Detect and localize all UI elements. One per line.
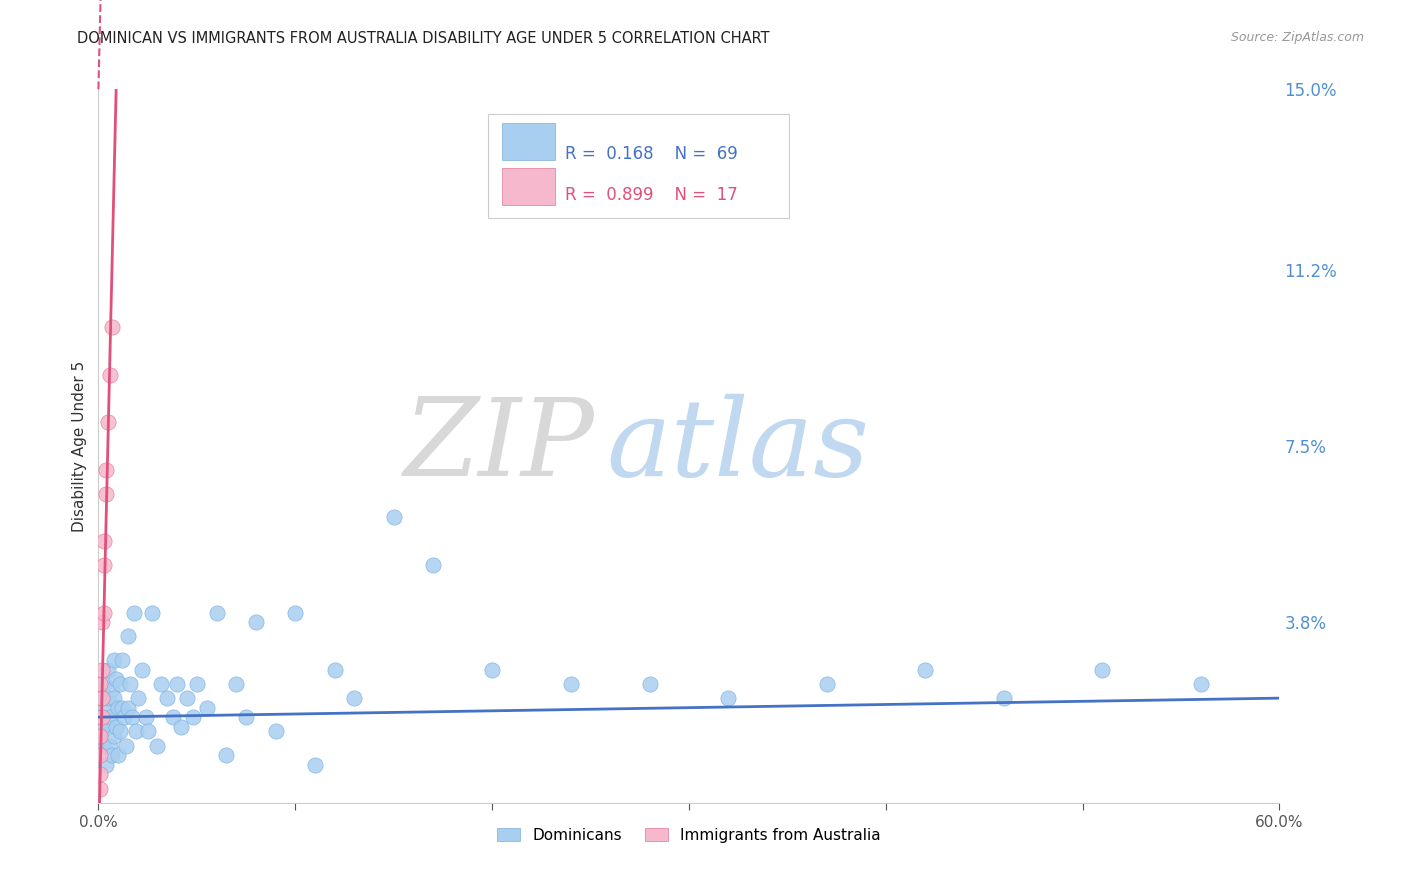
Point bbox=[166, 677, 188, 691]
Point bbox=[107, 700, 129, 714]
Point bbox=[108, 724, 131, 739]
Point bbox=[111, 700, 134, 714]
FancyBboxPatch shape bbox=[502, 123, 555, 160]
Point bbox=[111, 653, 134, 667]
Point bbox=[122, 606, 145, 620]
Point bbox=[118, 677, 141, 691]
Point bbox=[225, 677, 247, 691]
Point bbox=[98, 710, 121, 724]
Text: atlas: atlas bbox=[606, 393, 869, 499]
Point bbox=[89, 710, 111, 724]
Point bbox=[107, 748, 129, 763]
Point bbox=[121, 710, 143, 724]
Point bbox=[186, 677, 208, 691]
Point bbox=[481, 663, 503, 677]
Point bbox=[89, 767, 111, 781]
FancyBboxPatch shape bbox=[488, 114, 789, 218]
Point bbox=[195, 700, 218, 714]
Point bbox=[176, 691, 198, 706]
Point bbox=[101, 681, 124, 696]
Point bbox=[914, 663, 936, 677]
Point bbox=[1189, 677, 1212, 691]
Point bbox=[156, 691, 179, 706]
Point bbox=[96, 700, 118, 714]
Point bbox=[141, 606, 163, 620]
Point bbox=[89, 781, 111, 796]
Point bbox=[993, 691, 1015, 706]
Point bbox=[96, 757, 118, 772]
Point bbox=[96, 463, 118, 477]
Point bbox=[98, 739, 121, 753]
Point bbox=[560, 677, 582, 691]
Point bbox=[638, 677, 661, 691]
Point bbox=[91, 691, 114, 706]
Point bbox=[93, 606, 115, 620]
Point bbox=[304, 757, 326, 772]
Point bbox=[91, 663, 114, 677]
Point bbox=[815, 677, 838, 691]
Point bbox=[103, 729, 125, 743]
Point bbox=[98, 368, 121, 382]
Point bbox=[91, 691, 114, 706]
Point bbox=[323, 663, 346, 677]
Point bbox=[101, 320, 124, 334]
Legend: Dominicans, Immigrants from Australia: Dominicans, Immigrants from Australia bbox=[491, 822, 887, 848]
Point bbox=[93, 534, 115, 549]
Point bbox=[181, 710, 204, 724]
Point bbox=[422, 558, 444, 572]
Point bbox=[284, 606, 307, 620]
Point bbox=[89, 748, 111, 763]
Point bbox=[97, 720, 120, 734]
Point bbox=[97, 691, 120, 706]
Point bbox=[91, 710, 114, 724]
Text: R =  0.899    N =  17: R = 0.899 N = 17 bbox=[565, 186, 738, 203]
Point bbox=[343, 691, 366, 706]
Point bbox=[93, 677, 115, 691]
Text: R =  0.168    N =  69: R = 0.168 N = 69 bbox=[565, 145, 738, 163]
Point bbox=[264, 724, 287, 739]
Point bbox=[215, 748, 238, 763]
Point bbox=[89, 729, 111, 743]
Point bbox=[136, 724, 159, 739]
Text: Source: ZipAtlas.com: Source: ZipAtlas.com bbox=[1230, 31, 1364, 45]
Point bbox=[135, 710, 157, 724]
Point bbox=[117, 700, 139, 714]
Point bbox=[91, 615, 114, 629]
Point bbox=[1091, 663, 1114, 677]
Point bbox=[93, 739, 115, 753]
Point bbox=[108, 677, 131, 691]
Point bbox=[105, 672, 128, 686]
Point bbox=[717, 691, 740, 706]
Point bbox=[131, 663, 153, 677]
Point bbox=[112, 710, 135, 724]
Point bbox=[91, 724, 114, 739]
Point bbox=[103, 653, 125, 667]
Point bbox=[170, 720, 193, 734]
Point bbox=[245, 615, 267, 629]
Point bbox=[382, 510, 405, 524]
Point bbox=[96, 486, 118, 500]
Point bbox=[117, 629, 139, 643]
FancyBboxPatch shape bbox=[502, 168, 555, 205]
Point bbox=[150, 677, 173, 691]
Point bbox=[146, 739, 169, 753]
Point bbox=[89, 677, 111, 691]
Point bbox=[97, 663, 120, 677]
Point bbox=[115, 739, 138, 753]
Point bbox=[205, 606, 228, 620]
Point bbox=[93, 558, 115, 572]
Text: DOMINICAN VS IMMIGRANTS FROM AUSTRALIA DISABILITY AGE UNDER 5 CORRELATION CHART: DOMINICAN VS IMMIGRANTS FROM AUSTRALIA D… bbox=[77, 31, 770, 46]
Point bbox=[125, 724, 148, 739]
Point bbox=[97, 415, 120, 429]
Y-axis label: Disability Age Under 5: Disability Age Under 5 bbox=[72, 360, 87, 532]
Point bbox=[235, 710, 257, 724]
Point bbox=[101, 748, 124, 763]
Text: ZIP: ZIP bbox=[404, 393, 595, 499]
Point bbox=[105, 720, 128, 734]
Point bbox=[103, 691, 125, 706]
Point bbox=[127, 691, 149, 706]
Point bbox=[162, 710, 184, 724]
